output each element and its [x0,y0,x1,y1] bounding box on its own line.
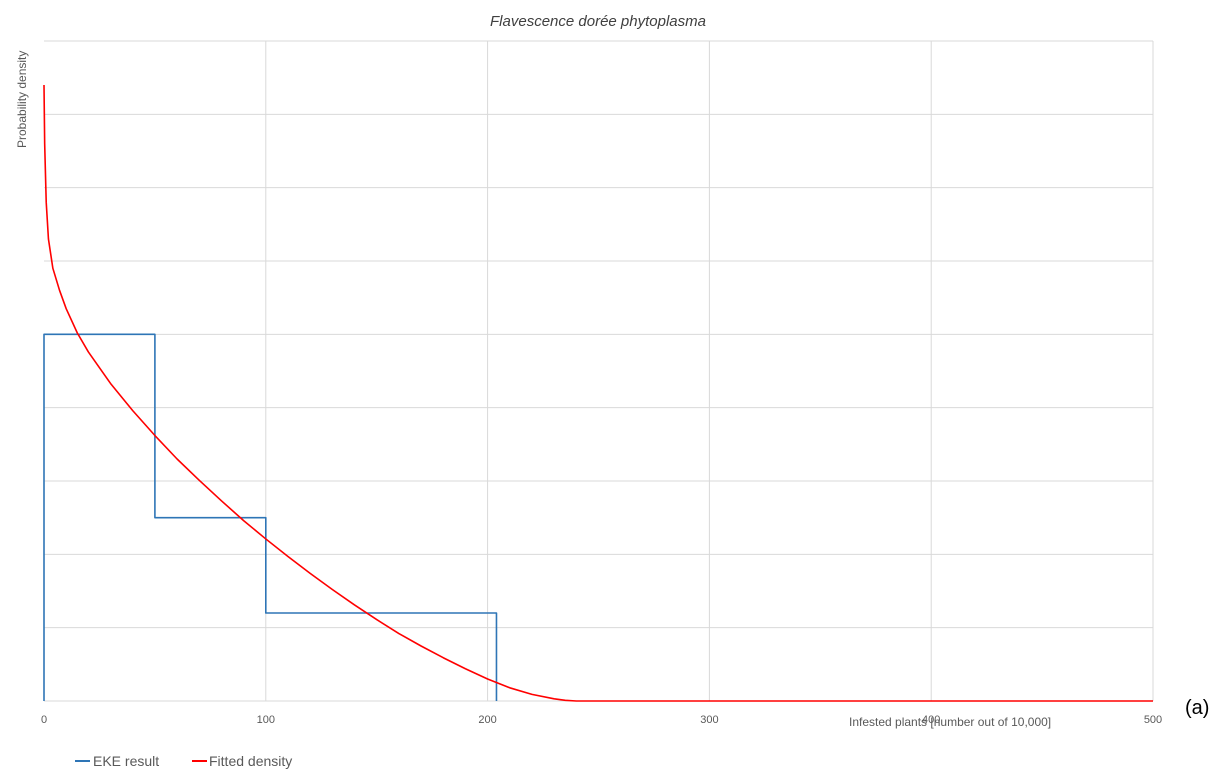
legend-label-eke-result: EKE result [93,753,159,769]
x-axis-label: Infested plants [number out of 10,000] [849,715,1051,729]
legend: EKE result Fitted density [75,753,292,769]
x-tick-label: 200 [478,714,496,726]
series-line-fitted-density [43,84,1153,702]
gridlines [44,40,1154,702]
y-axis-label: Probability density [15,51,29,148]
plot-series [43,84,1153,702]
chart-title: Flavescence dorée phytoplasma [490,13,706,30]
x-tick-label: 100 [257,714,275,726]
x-tick-label: 0 [41,714,47,726]
x-tick-label: 300 [700,714,718,726]
legend-label-fitted-density: Fitted density [209,753,292,769]
x-tick-label: 400 [922,714,940,726]
x-tick-label: 500 [1144,714,1162,726]
panel-label: (a) [1185,697,1209,719]
x-tick-labels: 0 100 200 300 400 500 [41,714,1162,726]
series-line-eke-result [43,333,498,701]
